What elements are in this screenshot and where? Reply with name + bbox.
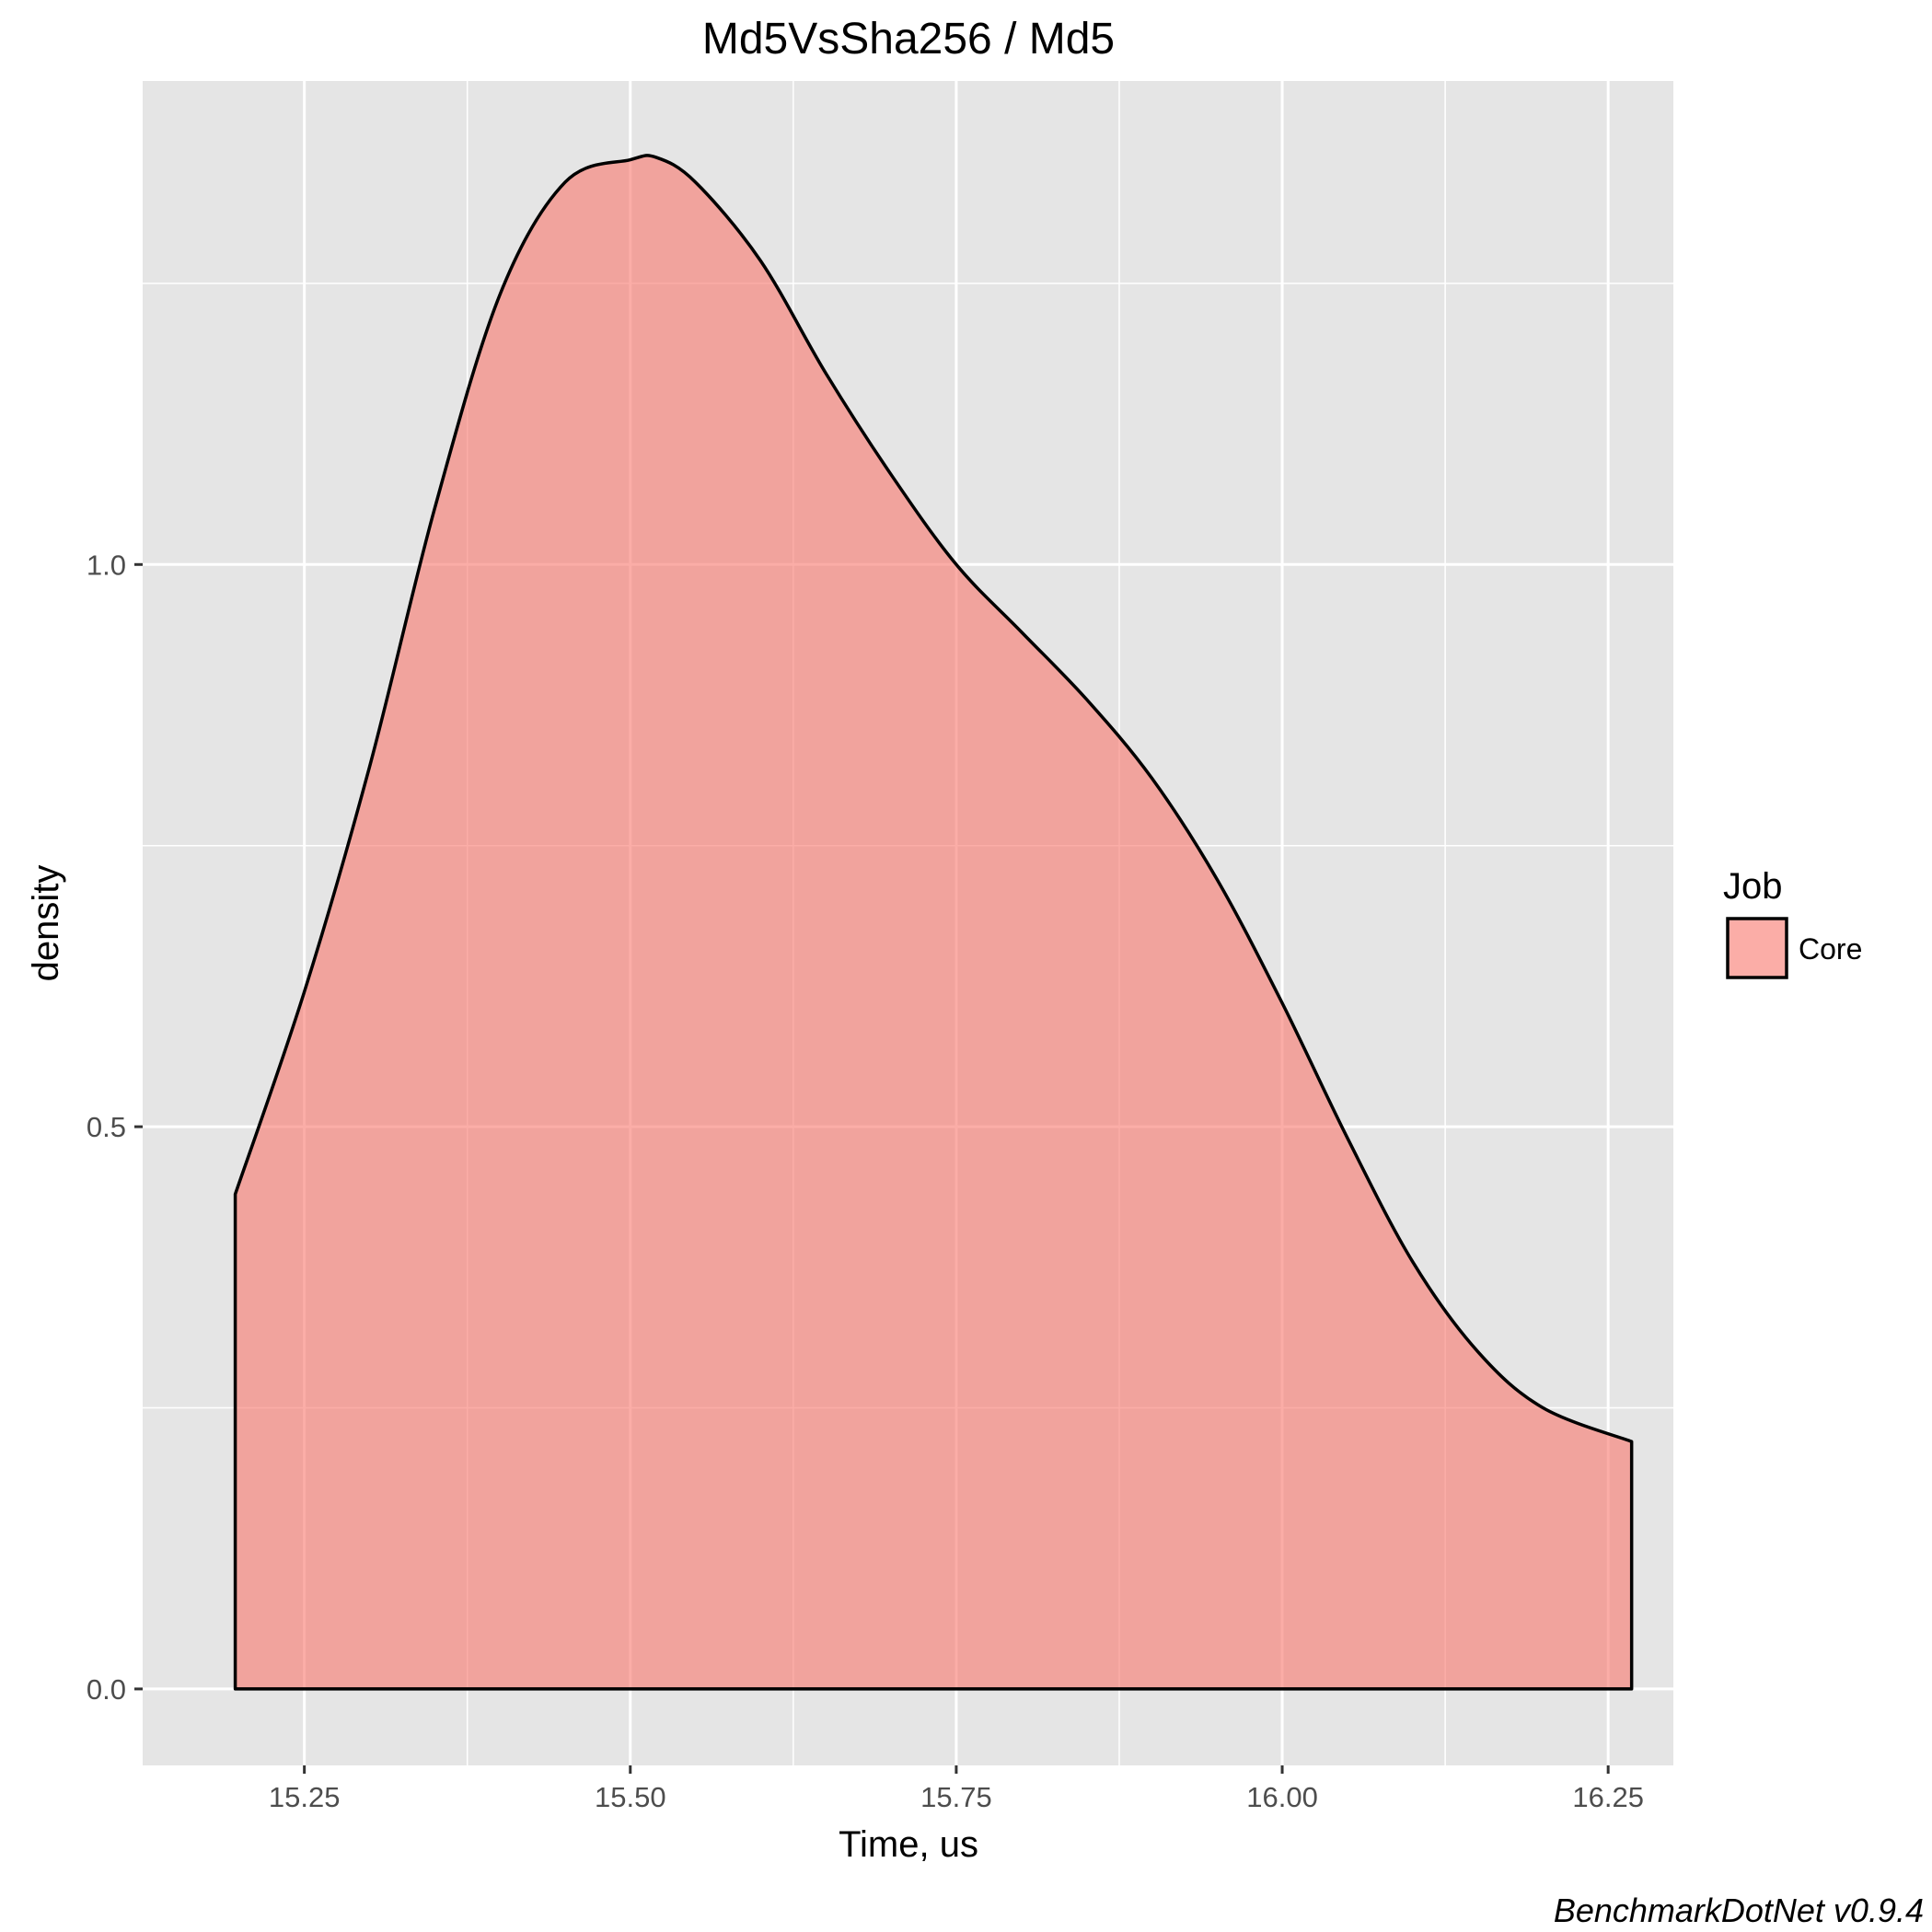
x-tick-label: 15.75	[920, 1781, 992, 1813]
y-axis: 0.0 0.5 1.0	[87, 549, 143, 1706]
series-layer	[233, 154, 1634, 1691]
x-tick-label: 16.00	[1246, 1781, 1318, 1813]
legend-label-core: Core	[1799, 932, 1862, 966]
legend-key-core	[1726, 917, 1788, 979]
legend: Job Core	[1723, 866, 1862, 979]
y-axis-title: density	[26, 865, 66, 982]
x-axis-title: Time, us	[839, 1824, 978, 1865]
x-axis: 15.25 15.50 15.75 16.00 16.25	[269, 1765, 1644, 1813]
y-tick-label: 1.0	[87, 549, 126, 581]
density-area-core	[233, 154, 1634, 1691]
chart-title: Md5VsSha256 / Md5	[702, 15, 1115, 64]
x-tick-label: 15.25	[269, 1781, 341, 1813]
x-tick-label: 15.50	[595, 1781, 666, 1813]
y-tick-label: 0.5	[87, 1111, 126, 1143]
legend-title: Job	[1723, 866, 1783, 907]
x-tick-label: 16.25	[1572, 1781, 1644, 1813]
caption: BenchmarkDotNet v0.9.4	[1554, 1892, 1924, 1929]
y-tick-label: 0.0	[87, 1673, 126, 1706]
